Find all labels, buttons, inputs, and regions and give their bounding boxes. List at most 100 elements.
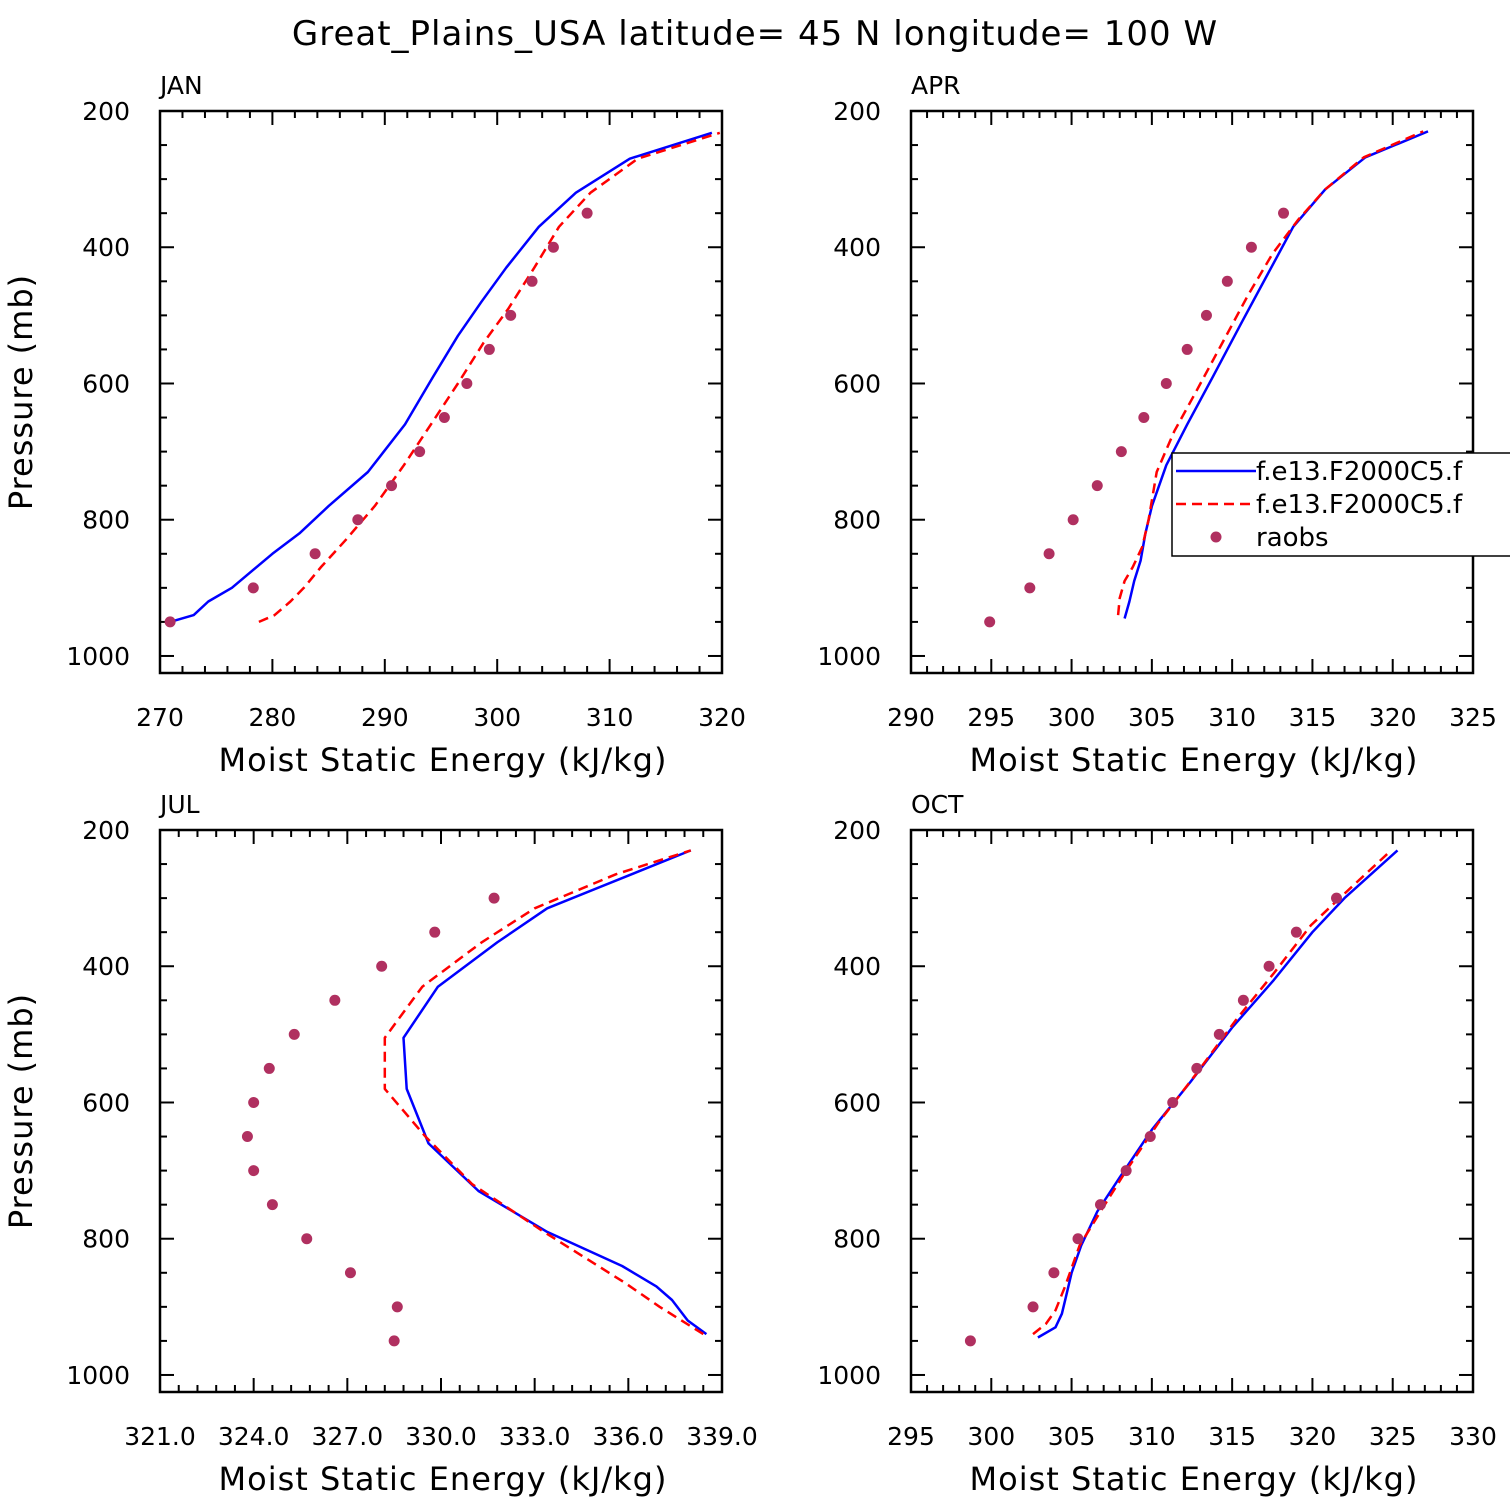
raobs-point — [329, 994, 341, 1006]
raobs-point — [1200, 309, 1212, 321]
model-line-dashed — [1116, 130, 1424, 616]
plot-frame — [158, 109, 724, 675]
panel-jan: 270 280 290 300 310 320 200 400 600 800 1000 JAN Moi… — [2, 71, 746, 779]
raobs-point — [483, 343, 495, 355]
model-line-dashed — [383, 849, 704, 1336]
y-tick-label: 200 — [82, 97, 130, 126]
x-tick-label: 270 — [136, 703, 184, 732]
y-tick-label: 400 — [833, 952, 881, 981]
raobs-point — [1120, 1165, 1132, 1177]
x-tick-label: 325 — [1369, 1422, 1417, 1451]
plot-frame — [909, 109, 1475, 675]
series-group — [241, 849, 708, 1347]
x-tick-label: 320 — [698, 703, 746, 732]
x-tick-label: 290 — [361, 703, 409, 732]
x-tick-label: 305 — [1048, 1422, 1096, 1451]
panel-label: OCT — [911, 790, 964, 819]
raobs-point — [1067, 514, 1079, 526]
raobs-point — [352, 514, 364, 526]
raobs-point — [241, 1131, 253, 1143]
raobs-point — [1181, 343, 1193, 355]
raobs-point — [309, 548, 321, 560]
raobs-point — [505, 309, 517, 321]
y-axis-label: Pressure (mb) — [2, 274, 40, 510]
model-line-solid — [1123, 130, 1429, 619]
y-tick-label: 600 — [833, 369, 881, 398]
raobs-point — [1290, 926, 1302, 938]
x-tick-label: 320 — [1289, 1422, 1337, 1451]
y-tick-label: 800 — [82, 506, 130, 535]
raobs-point — [266, 1199, 278, 1211]
x-tick-label: 321.0 — [124, 1422, 196, 1451]
raobs-point — [1027, 1301, 1039, 1313]
raobs-point — [1072, 1233, 1084, 1245]
y-tick-label: 800 — [833, 506, 881, 535]
model-line-solid — [169, 131, 713, 624]
x-tick-label: 327.0 — [312, 1422, 384, 1451]
x-tick-label: 310 — [1208, 703, 1256, 732]
raobs-point — [488, 892, 500, 904]
raobs-point — [429, 926, 441, 938]
x-axis-label: Moist Static Energy (kJ/kg) — [219, 741, 668, 779]
raobs-point — [581, 207, 593, 219]
legend: f.e13.F2000C5.f f.e13.F2000C5.f raobs — [1171, 452, 1510, 557]
y-tick-label: 600 — [833, 1088, 881, 1117]
raobs-point — [1043, 548, 1055, 560]
raobs-point — [301, 1233, 313, 1245]
raobs-point — [1213, 1028, 1225, 1040]
x-tick-label: 324.0 — [218, 1422, 290, 1451]
panel-oct: 295 300 305 310 315 320 325 330 200 400 600 800 1000… — [817, 790, 1496, 1498]
raobs-point — [1263, 960, 1275, 972]
raobs-point — [1091, 480, 1103, 492]
x-tick-label: 290 — [887, 703, 935, 732]
raobs-point — [263, 1062, 275, 1074]
x-tick-label: 300 — [967, 1422, 1015, 1451]
raobs-point — [1094, 1199, 1106, 1211]
panel-label: APR — [911, 71, 961, 100]
x-tick-label: 320 — [1369, 703, 1417, 732]
raobs-point — [1245, 241, 1257, 253]
panel-label: JUL — [158, 790, 200, 819]
x-tick-label: 339.0 — [686, 1422, 758, 1451]
raobs-point — [1024, 582, 1036, 594]
legend-label-1: f.e13.F2000C5.f — [1256, 457, 1463, 487]
y-tick-label: 1000 — [66, 1361, 130, 1390]
x-tick-label: 330 — [1449, 1422, 1497, 1451]
y-axis-label: Pressure (mb) — [2, 993, 40, 1229]
x-tick-label: 325 — [1449, 703, 1497, 732]
raobs-point — [1138, 412, 1150, 424]
raobs-point — [1278, 207, 1290, 219]
series-group — [984, 130, 1429, 628]
x-tick-label: 295 — [967, 703, 1015, 732]
legend-swatch-3 — [1210, 531, 1222, 543]
figure-title: Great_Plains_USA latitude= 45 N longitud… — [292, 14, 1218, 54]
raobs-point — [526, 275, 538, 287]
raobs-point — [964, 1335, 976, 1347]
y-tick-label: 400 — [82, 952, 130, 981]
series-group — [164, 131, 721, 628]
plot-frame — [909, 828, 1475, 1394]
y-tick-label: 600 — [82, 369, 130, 398]
raobs-point — [376, 960, 388, 972]
model-line-solid — [1037, 849, 1399, 1339]
x-tick-label: 333.0 — [499, 1422, 571, 1451]
y-tick-label: 200 — [833, 816, 881, 845]
raobs-point — [288, 1028, 300, 1040]
panels: 270 280 290 300 310 320 200 400 600 800 1000 JAN Moi… — [2, 71, 1497, 1498]
raobs-point — [1144, 1131, 1156, 1143]
x-axis-label: Moist Static Energy (kJ/kg) — [970, 1460, 1419, 1498]
y-tick-label: 400 — [82, 233, 130, 262]
model-line-dashed — [258, 131, 721, 624]
y-tick-label: 800 — [833, 1225, 881, 1254]
raobs-point — [1115, 446, 1127, 458]
x-tick-label: 336.0 — [593, 1422, 665, 1451]
raobs-point — [461, 377, 473, 389]
raobs-point — [388, 1335, 400, 1347]
raobs-point — [984, 616, 996, 628]
x-tick-label: 300 — [473, 703, 521, 732]
raobs-point — [1331, 892, 1343, 904]
x-tick-label: 310 — [1128, 1422, 1176, 1451]
raobs-point — [248, 1165, 260, 1177]
x-axis-label: Moist Static Energy (kJ/kg) — [970, 741, 1419, 779]
